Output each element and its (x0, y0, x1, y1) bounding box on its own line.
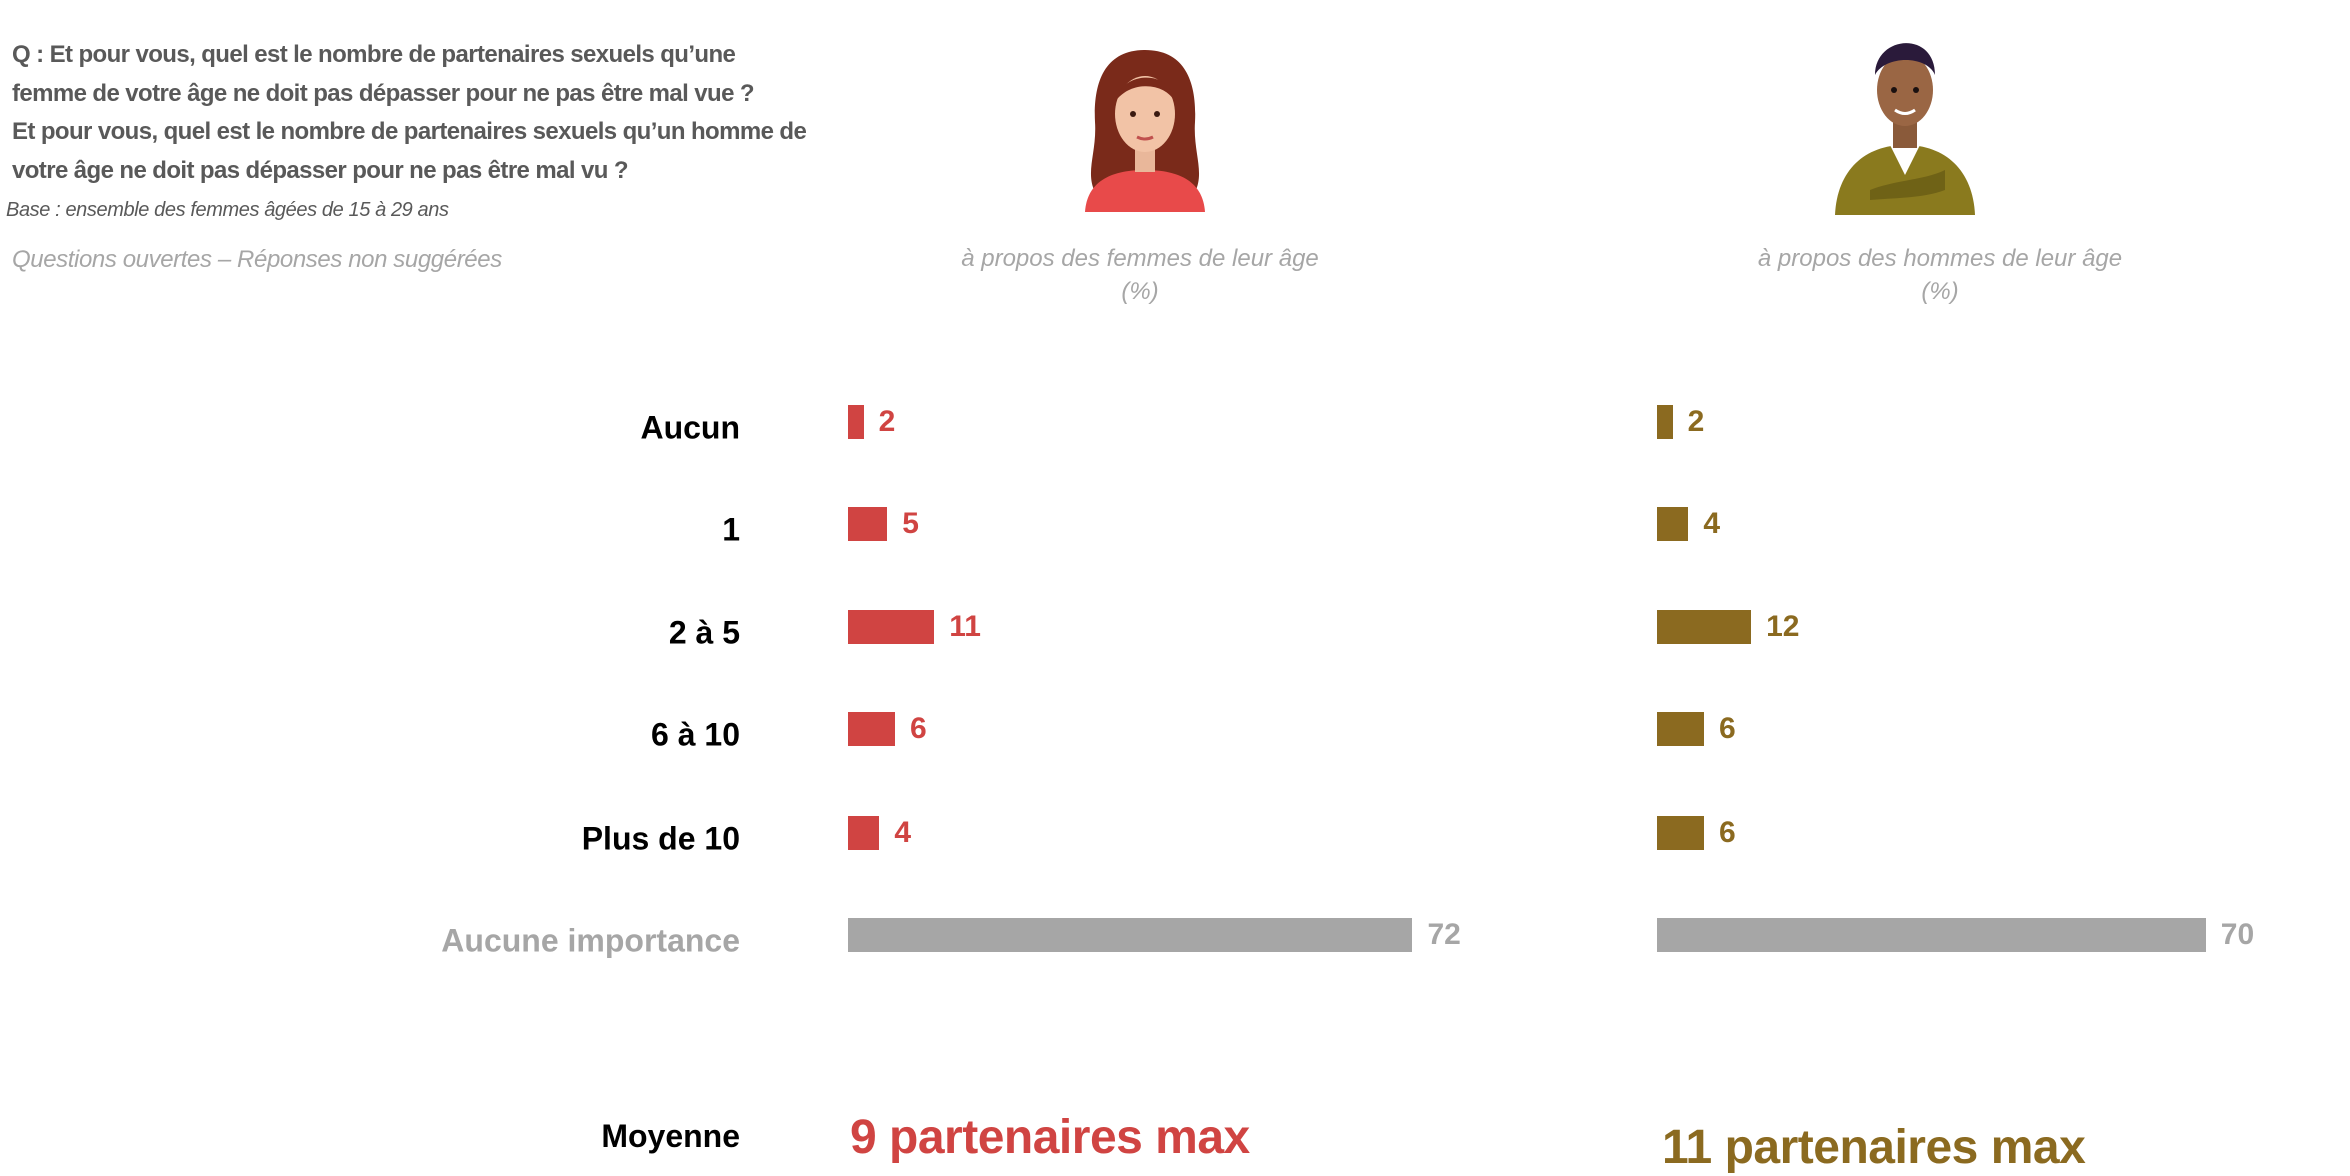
value-label: 5 (902, 507, 919, 540)
question-line: femme de votre âge ne doit pas dépasser … (12, 79, 755, 107)
bar-women (848, 712, 896, 746)
man-mean-value: 11 partenaires max (1662, 1121, 2086, 1174)
bar-men (1657, 507, 1689, 541)
value-label: 11 (949, 610, 981, 643)
value-label: 12 (1766, 610, 1800, 643)
man-series-caption: à propos des hommes de leur âge (%) (1640, 242, 2240, 308)
series-unit: (%) (1121, 278, 1159, 305)
bar-men (1657, 918, 2206, 952)
woman-series-caption: à propos des femmes de leur âge (%) (840, 242, 1440, 308)
woman-avatar-icon (1085, 50, 1205, 212)
bar-men (1657, 816, 1705, 850)
series-unit: (%) (1921, 278, 1959, 305)
bar-women (848, 816, 880, 850)
series-name: à propos des hommes de leur âge (1757, 245, 2123, 272)
category-label: Aucun (640, 409, 740, 446)
value-label: 4 (1703, 507, 1721, 540)
bar-women (848, 405, 864, 439)
category-label: 2 à 5 (668, 614, 740, 651)
category-label: 6 à 10 (651, 716, 740, 753)
value-label: 4 (894, 816, 912, 849)
woman-mean-value: 9 partenaires max (850, 1111, 1250, 1164)
category-label: Plus de 10 (581, 820, 740, 857)
value-label: 6 (1719, 712, 1736, 745)
question-line: Et pour vous, quel est le nombre de part… (12, 118, 807, 145)
open-questions-note: Questions ouvertes – Réponses non suggér… (12, 246, 502, 273)
bar-women (848, 610, 935, 644)
value-label: 2 (878, 405, 896, 438)
bar-men (1657, 405, 1673, 439)
series-name: à propos des femmes de leur âge (961, 245, 1319, 272)
question-line: votre âge ne doit pas dépasser pour ne p… (12, 156, 629, 184)
value-label: 72 (1427, 918, 1461, 951)
value-label: 70 (2220, 918, 2255, 951)
value-label: 6 (1719, 816, 1736, 849)
man-avatar-icon (1835, 43, 1975, 215)
category-label: 1 (722, 511, 740, 548)
bar-women (848, 918, 1413, 952)
question-text: Q : Et pour vous, quel est le nombre de … (12, 36, 872, 190)
base-note: Base : ensemble des femmes âgées de 15 à… (6, 199, 449, 221)
bar-men (1657, 712, 1705, 746)
bar-women (848, 507, 888, 541)
value-label: 2 (1687, 405, 1705, 438)
bar-men (1657, 610, 1752, 644)
value-label: 6 (910, 712, 927, 745)
mean-label: Moyenne (601, 1118, 740, 1154)
category-label: Aucune importance (441, 922, 740, 959)
question-line: Q : Et pour vous, quel est le nombre de … (12, 41, 736, 68)
